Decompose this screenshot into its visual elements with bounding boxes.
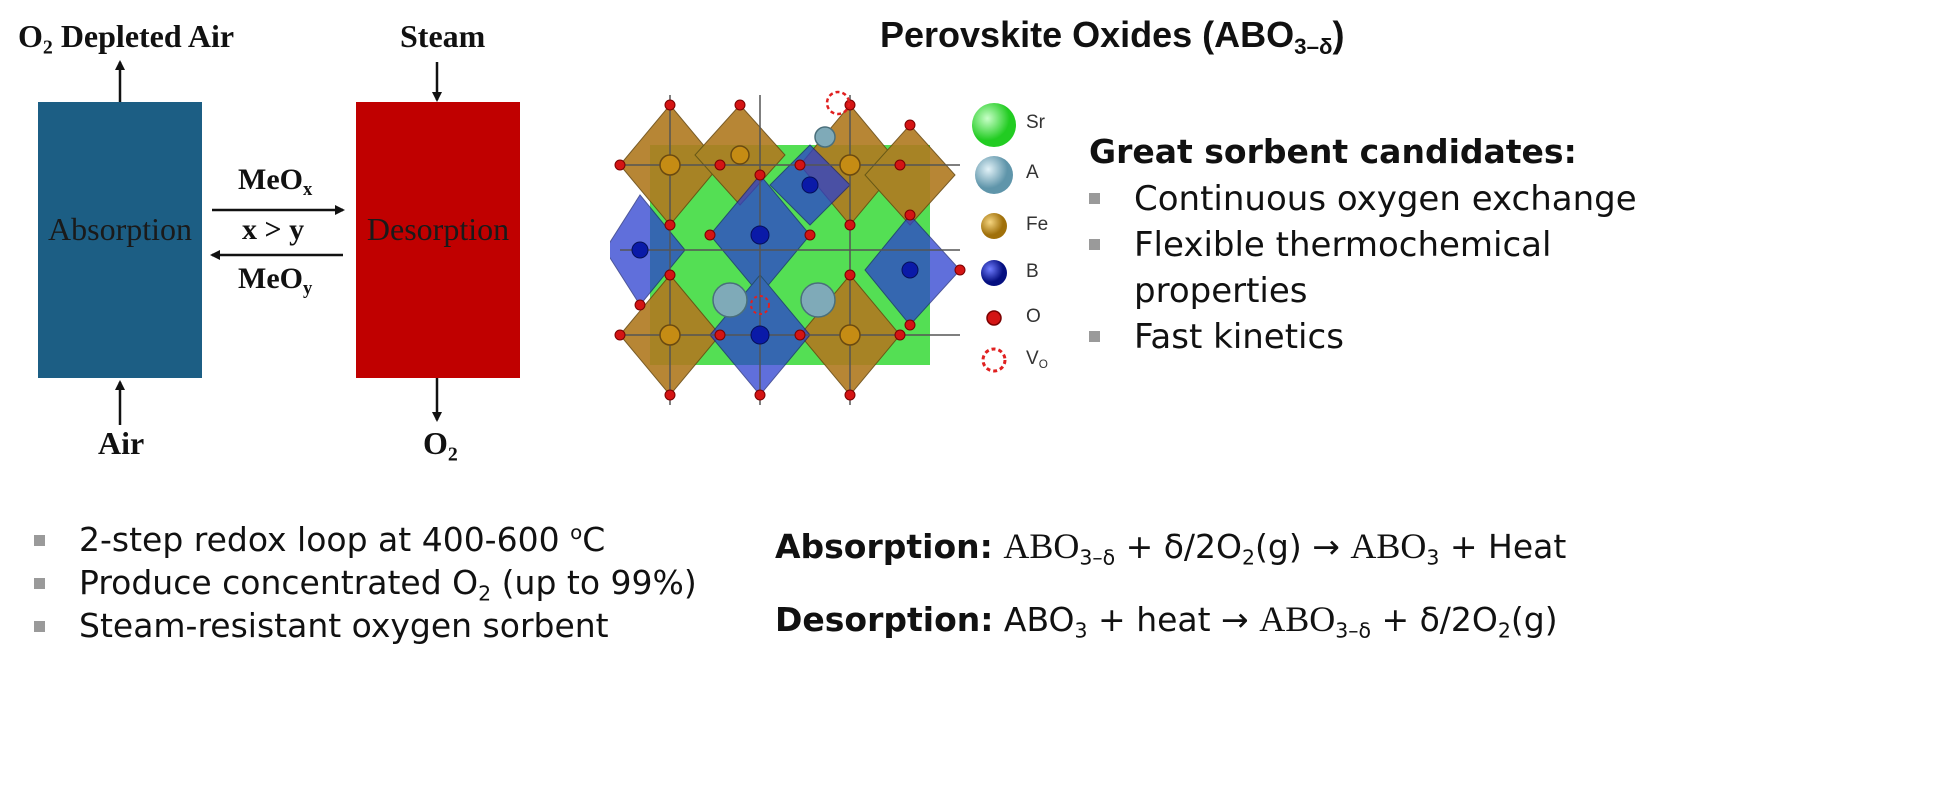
absorption-box-label: Absorption xyxy=(48,211,192,247)
perovskite-title: Perovskite Oxides (ABO3–δ) xyxy=(880,14,1345,60)
desorption-equation: Desorption: ABO3 + heat → ABO3–δ + δ/2O2… xyxy=(775,599,1558,643)
perovskite-crystal-structure xyxy=(610,90,966,405)
fe-atom-icon xyxy=(981,213,1007,239)
a-atom-icon xyxy=(975,156,1013,194)
b-atom-icon xyxy=(981,260,1007,286)
note-item: Produce concentrated O2 (up to 99%) xyxy=(22,561,762,604)
sr-atom-icon xyxy=(972,103,1016,147)
o2-depleted-air-label: O2 Depleted Air xyxy=(18,18,235,59)
candidates-heading: Great sorbent candidates: xyxy=(1089,132,1577,171)
candidate-item: Continuous oxygen exchange xyxy=(1077,176,1949,222)
desorption-box-label: Desorption xyxy=(367,211,509,247)
condition-label: x > y xyxy=(242,213,305,246)
legend-item-a: A xyxy=(970,150,1080,200)
steam-label: Steam xyxy=(400,18,486,54)
process-diagram: Absorption Desorption xyxy=(38,60,520,425)
oxygen-vacancy-icon xyxy=(981,347,1007,373)
legend-item-fe: Fe xyxy=(970,206,1080,246)
candidate-item: Fast kinetics xyxy=(1077,314,1949,360)
legend-item-sr: Sr xyxy=(970,100,1080,150)
candidates-panel: Great sorbent candidates: Continuous oxy… xyxy=(1089,128,1949,360)
legend-item-vo: VO xyxy=(970,340,1080,380)
desorption-box xyxy=(356,102,520,378)
note-item: 2-step redox loop at 400-600 oC xyxy=(22,518,762,561)
meox-label: MeOx xyxy=(238,163,313,200)
meoy-label: MeOy xyxy=(238,262,313,299)
o-atom-icon xyxy=(986,310,1002,326)
o2-product-label: O2 xyxy=(423,425,458,466)
note-item: Steam-resistant oxygen sorbent xyxy=(22,604,762,647)
candidate-item: Flexible thermochemical properties xyxy=(1077,222,1654,314)
air-label: Air xyxy=(98,425,145,461)
legend-item-b: B xyxy=(970,253,1080,293)
absorption-equation: Absorption: ABO3–δ + δ/2O2(g) → ABO3 + H… xyxy=(775,526,1567,570)
process-notes: 2-step redox loop at 400-600 oC Produce … xyxy=(22,518,762,647)
absorption-box xyxy=(38,102,202,378)
legend-item-o: O xyxy=(970,298,1080,338)
